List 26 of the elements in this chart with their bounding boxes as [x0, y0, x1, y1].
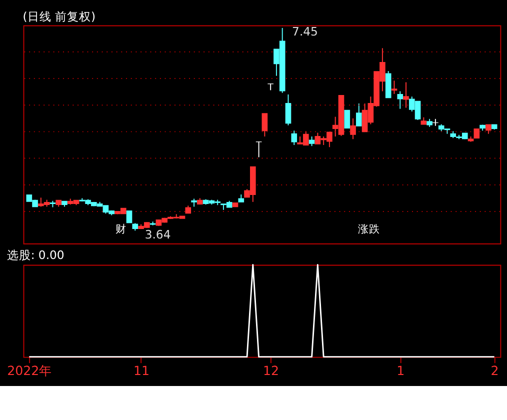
chart-title: (日线 前复权): [22, 9, 96, 24]
x-tick-label: 2: [490, 362, 499, 378]
annotation: 3.64: [144, 227, 171, 242]
annotation: 7.45: [292, 24, 318, 39]
annotation: 财: [116, 222, 127, 236]
candlestick: [350, 118, 356, 140]
candlestick: [344, 110, 350, 128]
x-tick-label: 1: [396, 362, 405, 378]
chart-title: 选股: 0.00: [6, 248, 64, 262]
x-tick-label: 2022年: [7, 362, 52, 378]
candlestick: [356, 103, 362, 126]
candlestick: [397, 90, 404, 110]
candlestick: [474, 128, 480, 139]
x-tick-label: 12: [263, 362, 280, 378]
candlestick: [486, 124, 492, 134]
candlestick: [308, 136, 315, 147]
annotation: 涨跌: [358, 222, 380, 236]
candlestick: [285, 94, 292, 126]
candlestick: [403, 82, 409, 108]
candlestick: [262, 113, 268, 137]
candlestick: [385, 70, 392, 98]
candlestick: [256, 141, 262, 158]
candlestick: [126, 210, 132, 224]
candlestick: [391, 80, 398, 94]
candlestick: [291, 130, 298, 146]
x-tick-label: 11: [134, 362, 150, 378]
